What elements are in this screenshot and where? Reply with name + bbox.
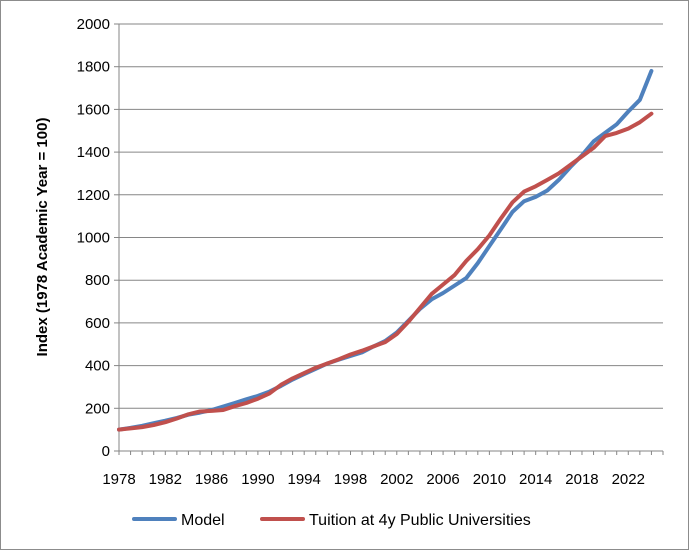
axes — [114, 23, 664, 455]
y-tick-labels: 0 200 400 600 800 1000 1200 1400 1600 1800 2000 — [77, 16, 110, 460]
y-tick-label-1200: 1200 — [77, 187, 110, 204]
y-tick-label-1800: 1800 — [77, 59, 110, 76]
y-axis-label: Index (1978 Academic Year = 100) — [34, 118, 51, 357]
x-tick-label-2006: 2006 — [426, 471, 459, 488]
legend-label-model: Model — [181, 512, 225, 529]
x-tick-label-1994: 1994 — [288, 471, 321, 488]
x-tick-label-1986: 1986 — [195, 471, 228, 488]
y-tick-label-600: 600 — [85, 315, 110, 332]
x-tick-label-1978: 1978 — [102, 471, 135, 488]
x-tick-label-2014: 2014 — [519, 471, 552, 488]
y-tick-label-200: 200 — [85, 400, 110, 417]
legend-label-tuition: Tuition at 4y Public Universities — [309, 512, 531, 529]
x-tick-labels: 1978 1982 1986 1990 1994 1998 2002 2006 2010 2014… — [102, 471, 645, 488]
series-lines — [117, 69, 654, 432]
x-tick-label-1982: 1982 — [149, 471, 182, 488]
gridlines — [119, 23, 663, 409]
legend: Model Tuition at 4y Public Universities — [132, 512, 531, 529]
series-line-tuition — [117, 111, 654, 432]
y-tick-label-800: 800 — [85, 272, 110, 289]
y-tick-label-1600: 1600 — [77, 101, 110, 118]
y-tick-label-400: 400 — [85, 358, 110, 375]
x-tick-label-2002: 2002 — [380, 471, 413, 488]
y-tick-label-0: 0 — [102, 443, 110, 460]
x-tick-label-2018: 2018 — [565, 471, 598, 488]
y-tick-label-2000: 2000 — [77, 16, 110, 33]
y-tick-label-1400: 1400 — [77, 144, 110, 161]
series-line-model — [117, 69, 654, 432]
x-tick-label-2022: 2022 — [612, 471, 645, 488]
x-tick-label-2010: 2010 — [473, 471, 506, 488]
x-tick-label-1990: 1990 — [241, 471, 274, 488]
y-tick-label-1000: 1000 — [77, 230, 110, 247]
x-tick-label-1998: 1998 — [334, 471, 367, 488]
